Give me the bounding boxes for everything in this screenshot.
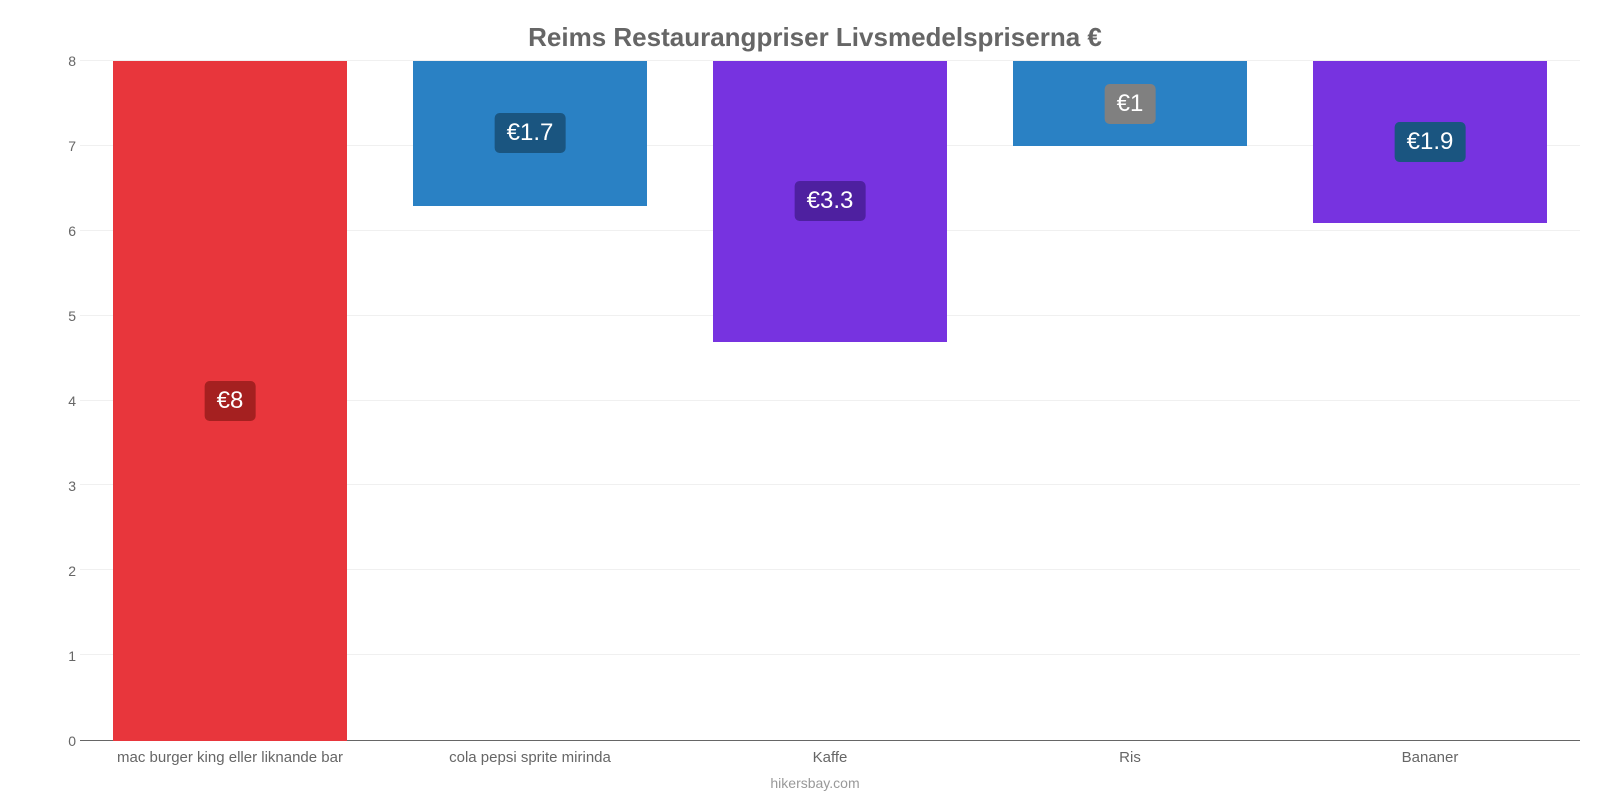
y-tick-label: 8 <box>68 53 76 69</box>
value-label: €1.9 <box>1395 122 1466 162</box>
bar: €1.7 <box>413 61 647 206</box>
bar: €8 <box>113 61 347 741</box>
bar: €1 <box>1013 61 1247 146</box>
bars-container: €8 €1.7 €3.3 €1 €1.9 <box>80 61 1580 741</box>
bar-slot: €8 <box>80 61 380 741</box>
bar-slot: €3.3 <box>680 61 980 741</box>
x-tick-label: mac burger king eller liknande bar <box>80 749 380 766</box>
chart-title: Reims Restaurangpriser Livsmedelsprisern… <box>50 22 1580 53</box>
bar-slot: €1.9 <box>1280 61 1580 741</box>
y-tick-label: 6 <box>68 223 76 239</box>
value-label: €3.3 <box>795 181 866 221</box>
bar-slot: €1 <box>980 61 1280 741</box>
y-tick-label: 7 <box>68 138 76 154</box>
chart-credit: hikersbay.com <box>50 775 1580 791</box>
y-tick-label: 1 <box>68 648 76 664</box>
y-tick-label: 0 <box>68 733 76 749</box>
bar: €3.3 <box>713 61 947 342</box>
x-tick-label: Bananer <box>1280 749 1580 766</box>
value-label: €1 <box>1105 84 1156 124</box>
price-bar-chart: Reims Restaurangpriser Livsmedelsprisern… <box>0 0 1600 800</box>
x-tick-label: cola pepsi sprite mirinda <box>380 749 680 766</box>
y-tick-label: 2 <box>68 563 76 579</box>
plot-area: 012345678 €8€1.7€3.3€1€1.9 mac burger ki… <box>50 61 1580 741</box>
y-tick-label: 5 <box>68 308 76 324</box>
y-tick-label: 3 <box>68 478 76 494</box>
bar: €1.9 <box>1313 61 1547 223</box>
x-axis-labels: mac burger king eller liknande barcola p… <box>80 749 1580 766</box>
bar-slot: €1.7 <box>380 61 680 741</box>
y-axis: 012345678 <box>50 61 80 741</box>
x-tick-label: Ris <box>980 749 1280 766</box>
value-label: €8 <box>205 381 256 421</box>
x-tick-label: Kaffe <box>680 749 980 766</box>
y-tick-label: 4 <box>68 393 76 409</box>
value-label: €1.7 <box>495 113 566 153</box>
